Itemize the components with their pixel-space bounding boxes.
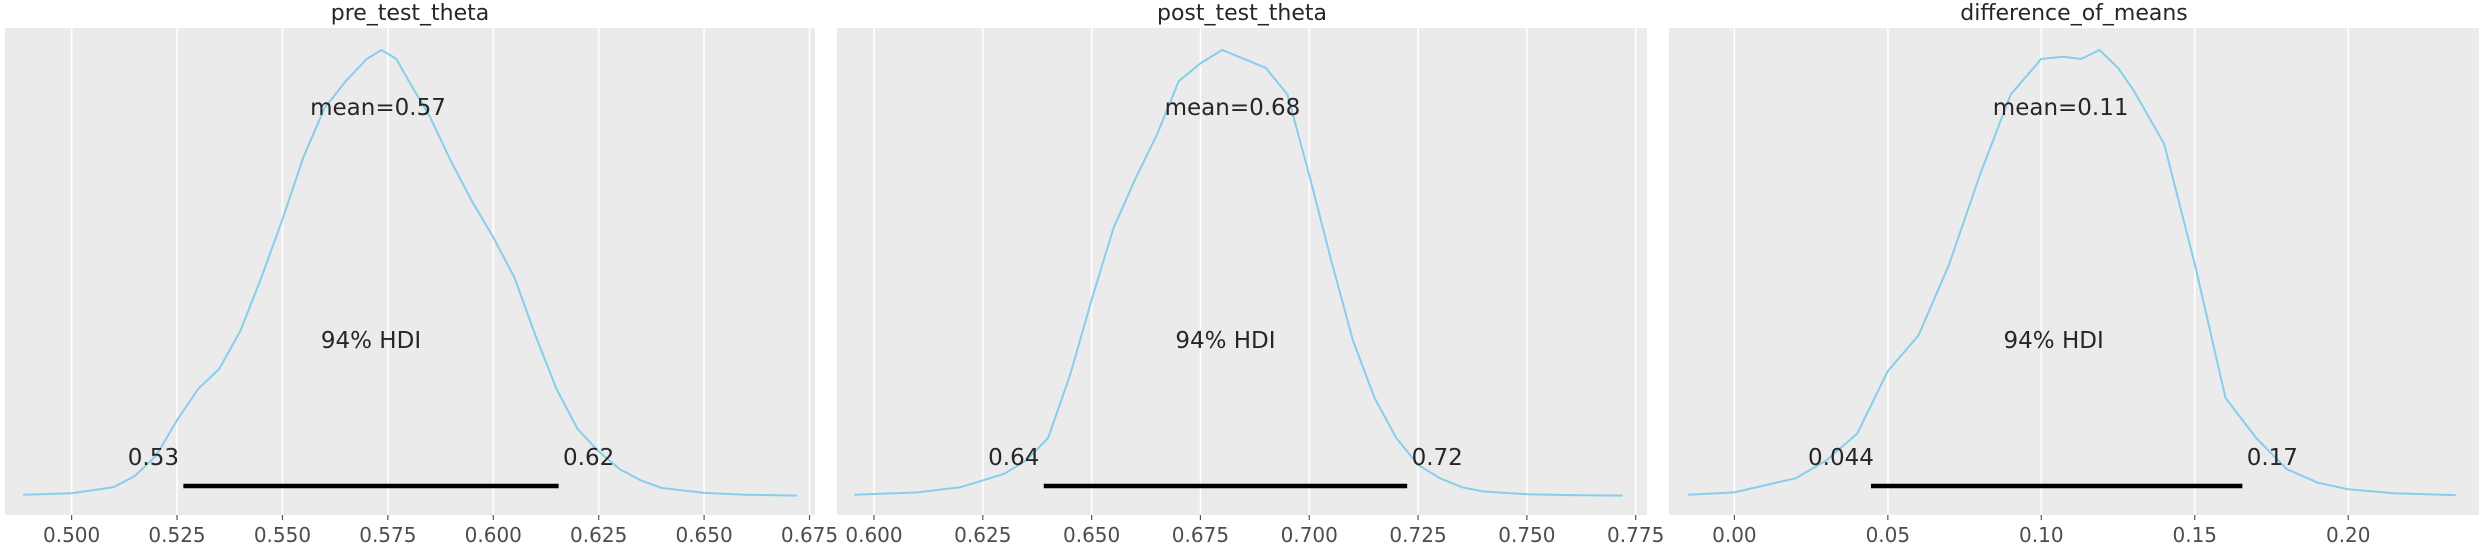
panel-title: difference_of_means — [1960, 1, 2188, 26]
x-tick-label: 0.05 — [1866, 523, 1911, 547]
panel-title: post_test_theta — [1157, 1, 1327, 26]
hdi-low-label: 0.044 — [1808, 445, 1874, 471]
hdi-label: 94% HDI — [321, 328, 421, 354]
mean-label: mean=0.68 — [1165, 95, 1301, 121]
x-tick-label: 0.500 — [43, 523, 100, 547]
x-tick-label: 0.00 — [1712, 523, 1757, 547]
hdi-low-label: 0.53 — [128, 445, 179, 471]
chart-panel-difference-of-means: difference_of_means mean=0.11 94% HDI 0.044… — [1669, 1, 2479, 547]
x-tick-label: 0.725 — [1389, 523, 1446, 547]
x-tick-label: 0.650 — [675, 523, 732, 547]
density-line — [23, 49, 797, 497]
x-tick-label: 0.625 — [954, 523, 1011, 547]
mean-label: mean=0.57 — [310, 95, 446, 121]
panel-title: pre_test_theta — [331, 1, 490, 26]
x-tick-label: 0.775 — [1607, 523, 1664, 547]
hdi-label: 94% HDI — [2004, 328, 2104, 354]
density-line — [854, 49, 1623, 497]
mean-label: mean=0.11 — [1993, 95, 2129, 121]
chart-panel-post-test-theta: post_test_theta mean=0.68 94% HDI 0.64 0.72 0… — [837, 1, 1664, 547]
hdi-high-label: 0.62 — [563, 445, 614, 471]
x-tick-label: 0.525 — [148, 523, 205, 547]
x-tick-label: 0.675 — [781, 523, 838, 547]
plot-background — [837, 28, 1647, 515]
x-tick-label: 0.700 — [1281, 523, 1338, 547]
x-tick-label: 0.600 — [465, 523, 522, 547]
x-tick-label: 0.15 — [2173, 523, 2218, 547]
x-tick-label: 0.20 — [2326, 523, 2371, 547]
hdi-high-label: 0.17 — [2247, 445, 2298, 471]
x-tick-label: 0.10 — [2019, 523, 2064, 547]
density-line — [1688, 49, 2456, 497]
chart-panel-pre-test-theta: pre_test_theta mean=0.57 94% HDI 0.53 0.62 0.… — [5, 1, 838, 547]
hdi-high-label: 0.72 — [1412, 445, 1463, 471]
x-tick-label: 0.675 — [1172, 523, 1229, 547]
plot-background — [1669, 28, 2479, 515]
x-tick-label: 0.650 — [1063, 523, 1120, 547]
x-tick-label: 0.550 — [254, 523, 311, 547]
x-tick-label: 0.575 — [359, 523, 416, 547]
x-tick-label: 0.600 — [845, 523, 902, 547]
x-tick-label: 0.750 — [1498, 523, 1555, 547]
x-tick-label: 0.625 — [570, 523, 627, 547]
hdi-low-label: 0.64 — [988, 445, 1039, 471]
plot-background — [5, 28, 815, 515]
hdi-label: 94% HDI — [1175, 328, 1275, 354]
